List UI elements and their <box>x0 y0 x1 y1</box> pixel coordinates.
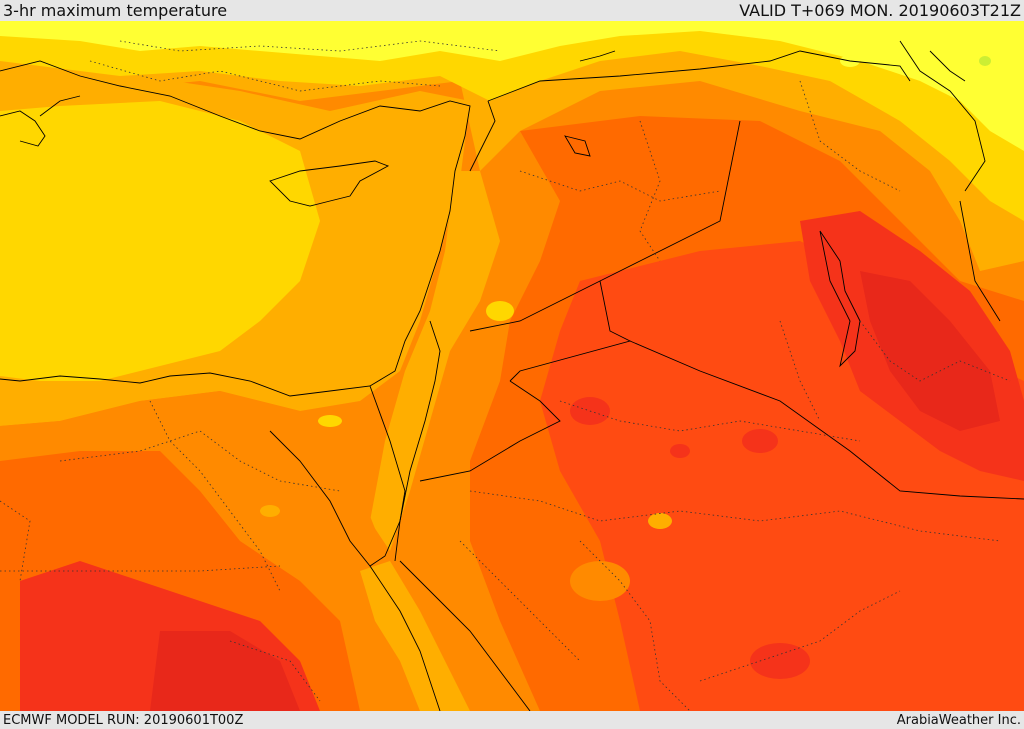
temperature-zone-north-pale <box>0 21 1024 151</box>
model-run-label: ECMWF MODEL RUN: 20190601T00Z <box>3 712 244 728</box>
temperature-zone-north-gold <box>0 21 1024 271</box>
provider-label: ArabiaWeather Inc. <box>896 712 1021 728</box>
temperature-zone-north-yellow <box>0 21 1024 221</box>
admin-boundaries <box>0 40 1011 711</box>
country-borders <box>369 50 1024 562</box>
temperature-zone-sea-yellow <box>0 101 320 381</box>
valid-time-label: VALID T+069 MON. 20190603T21Z <box>739 1 1021 20</box>
temperature-zone-sudan-core <box>150 631 300 711</box>
temperature-zone-redsea-gold <box>360 561 470 711</box>
temperature-map <box>0 21 1024 711</box>
header-bar: 3-hr maximum temperature VALID T+069 MON… <box>0 0 1024 21</box>
footer-bar: ECMWF MODEL RUN: 20190601T00Z ArabiaWeat… <box>0 711 1024 729</box>
coastlines <box>0 40 986 711</box>
temperature-zone-iraq-core <box>860 271 1000 431</box>
temperature-zone-levant-gold <box>370 171 500 551</box>
map-title: 3-hr maximum temperature <box>3 1 228 20</box>
